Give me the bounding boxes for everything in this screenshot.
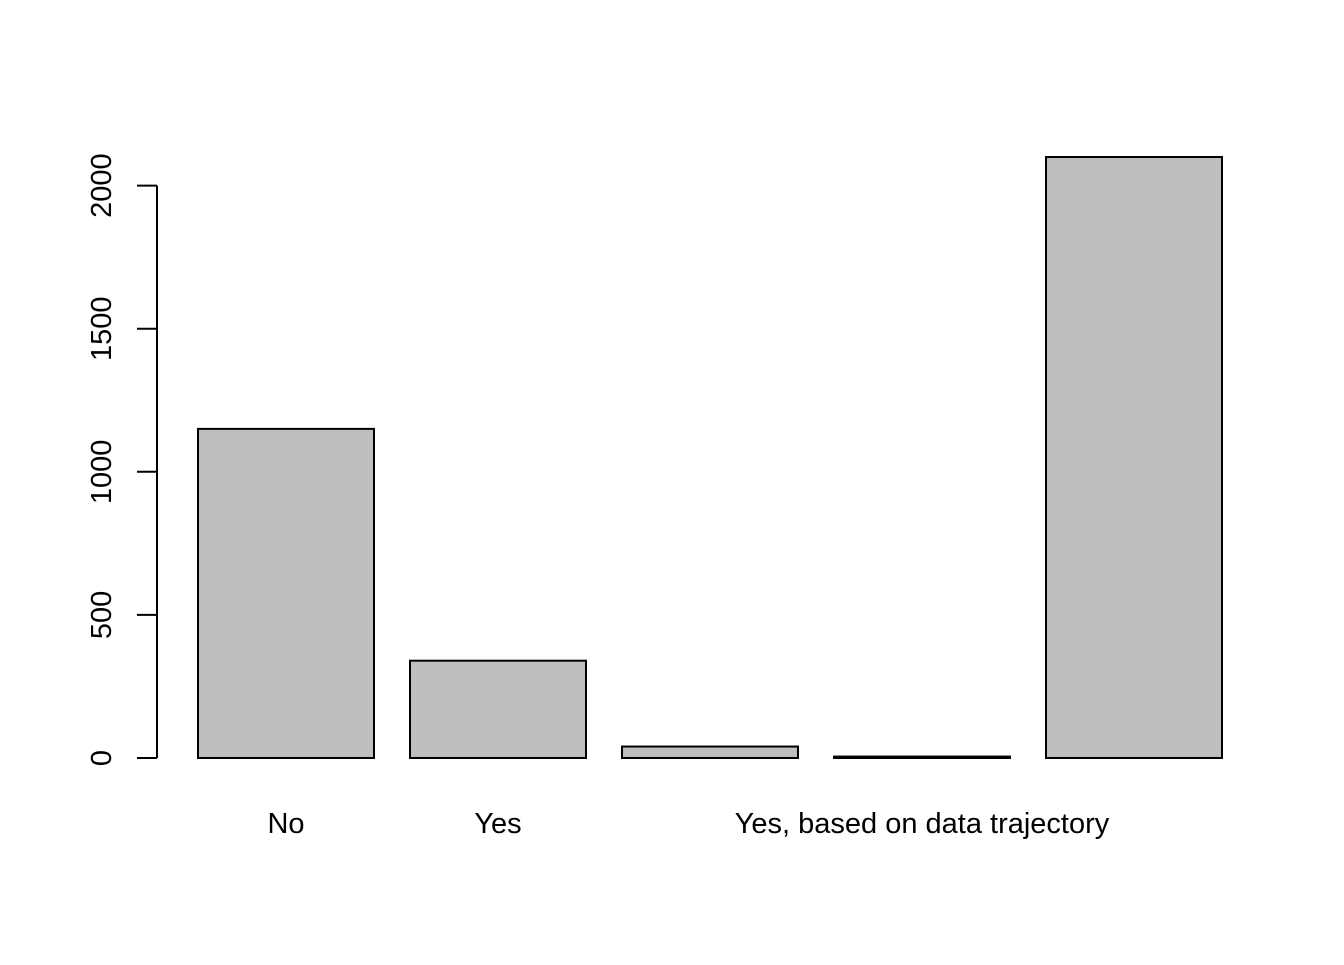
- y-tick-label: 1500: [86, 296, 118, 361]
- x-axis-labels: No Yes Yes, based on data trajectory: [267, 808, 1109, 840]
- category-label: Yes, based on data trajectory: [735, 808, 1110, 840]
- category-label: No: [267, 808, 304, 840]
- y-tick-label: 2000: [86, 153, 118, 218]
- bar: [409, 659, 587, 760]
- bar: [621, 745, 799, 759]
- bar: [197, 427, 375, 759]
- y-axis: 0 500 1000 1500 2000: [86, 153, 158, 766]
- y-tick-label: 1000: [86, 440, 118, 505]
- y-tick-label: 500: [86, 591, 118, 639]
- bars-group: [197, 156, 1223, 760]
- category-label: Yes: [474, 808, 521, 840]
- bar: [833, 755, 1011, 759]
- bar: [1045, 156, 1223, 759]
- y-tick-label: 0: [86, 750, 118, 766]
